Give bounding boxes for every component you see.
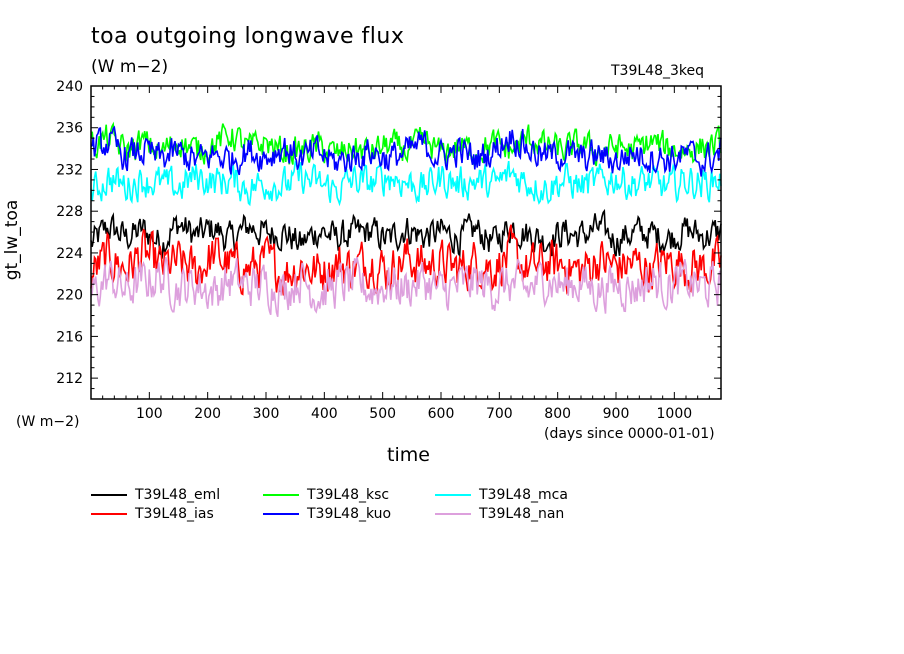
x-tick-label: 900 — [603, 406, 630, 422]
legend-label: T39L48_ksc — [307, 487, 390, 503]
legend-item-t39l48_kuo: T39L48_kuo — [263, 505, 391, 523]
x-axis-label: time — [387, 444, 430, 466]
series-line-t39l48_mca — [90, 160, 722, 207]
x-tick-label: 300 — [253, 406, 280, 422]
legend-swatch — [435, 513, 471, 515]
legend-item-t39l48_nan: T39L48_nan — [435, 505, 564, 523]
series-line-t39l48_eml — [90, 208, 722, 260]
run-label: T39L48_3keq — [611, 63, 704, 79]
x-tick-label: 700 — [486, 406, 513, 422]
y-tick-label: 212 — [56, 371, 83, 387]
legend-swatch — [91, 513, 127, 515]
x-axis-unit: (days since 0000-01-01) — [544, 426, 715, 442]
plot-frame — [90, 85, 722, 400]
y-tick-label: 228 — [56, 204, 83, 220]
legend: T39L48_eml T39L48_ksc T39L48_mca T39L48_ias… — [91, 486, 691, 526]
x-tick-label: 100 — [136, 406, 163, 422]
x-tick-label: 1000 — [657, 406, 693, 422]
series-line-t39l48_ias — [90, 224, 722, 296]
x-tick-label: 400 — [311, 406, 338, 422]
y-tick-label: 216 — [56, 329, 83, 345]
legend-label: T39L48_nan — [479, 506, 565, 522]
legend-swatch — [91, 494, 127, 496]
legend-label: T39L48_ias — [135, 506, 214, 522]
y-tick-label: 240 — [56, 79, 83, 95]
legend-item-t39l48_eml: T39L48_eml — [91, 486, 220, 504]
legend-item-t39l48_ias: T39L48_ias — [91, 505, 214, 523]
legend-label: T39L48_kuo — [307, 506, 392, 522]
y-tick-label: 220 — [56, 288, 83, 304]
y-tick-label: 232 — [56, 162, 83, 178]
series-line-t39l48_kuo — [90, 125, 722, 177]
x-tick-label: 600 — [428, 406, 455, 422]
y-tick-label: 224 — [56, 246, 83, 262]
chart-unit: (W m−2) — [91, 57, 169, 77]
legend-label: T39L48_mca — [479, 487, 568, 503]
y-axis-unit: (W m−2) — [16, 414, 80, 430]
chart-title: toa outgoing longwave flux — [91, 24, 405, 49]
y-tick-label: 236 — [56, 121, 83, 137]
legend-item-t39l48_ksc: T39L48_ksc — [263, 486, 389, 504]
legend-label: T39L48_eml — [135, 487, 221, 503]
x-tick-label: 800 — [544, 406, 571, 422]
legend-item-t39l48_mca: T39L48_mca — [435, 486, 568, 504]
legend-swatch — [263, 513, 299, 515]
series-line-t39l48_nan — [90, 256, 722, 318]
x-tick-label: 500 — [369, 406, 396, 422]
x-tick-label: 200 — [194, 406, 221, 422]
legend-swatch — [263, 494, 299, 496]
legend-swatch — [435, 494, 471, 496]
series-line-t39l48_ksc — [90, 121, 722, 167]
